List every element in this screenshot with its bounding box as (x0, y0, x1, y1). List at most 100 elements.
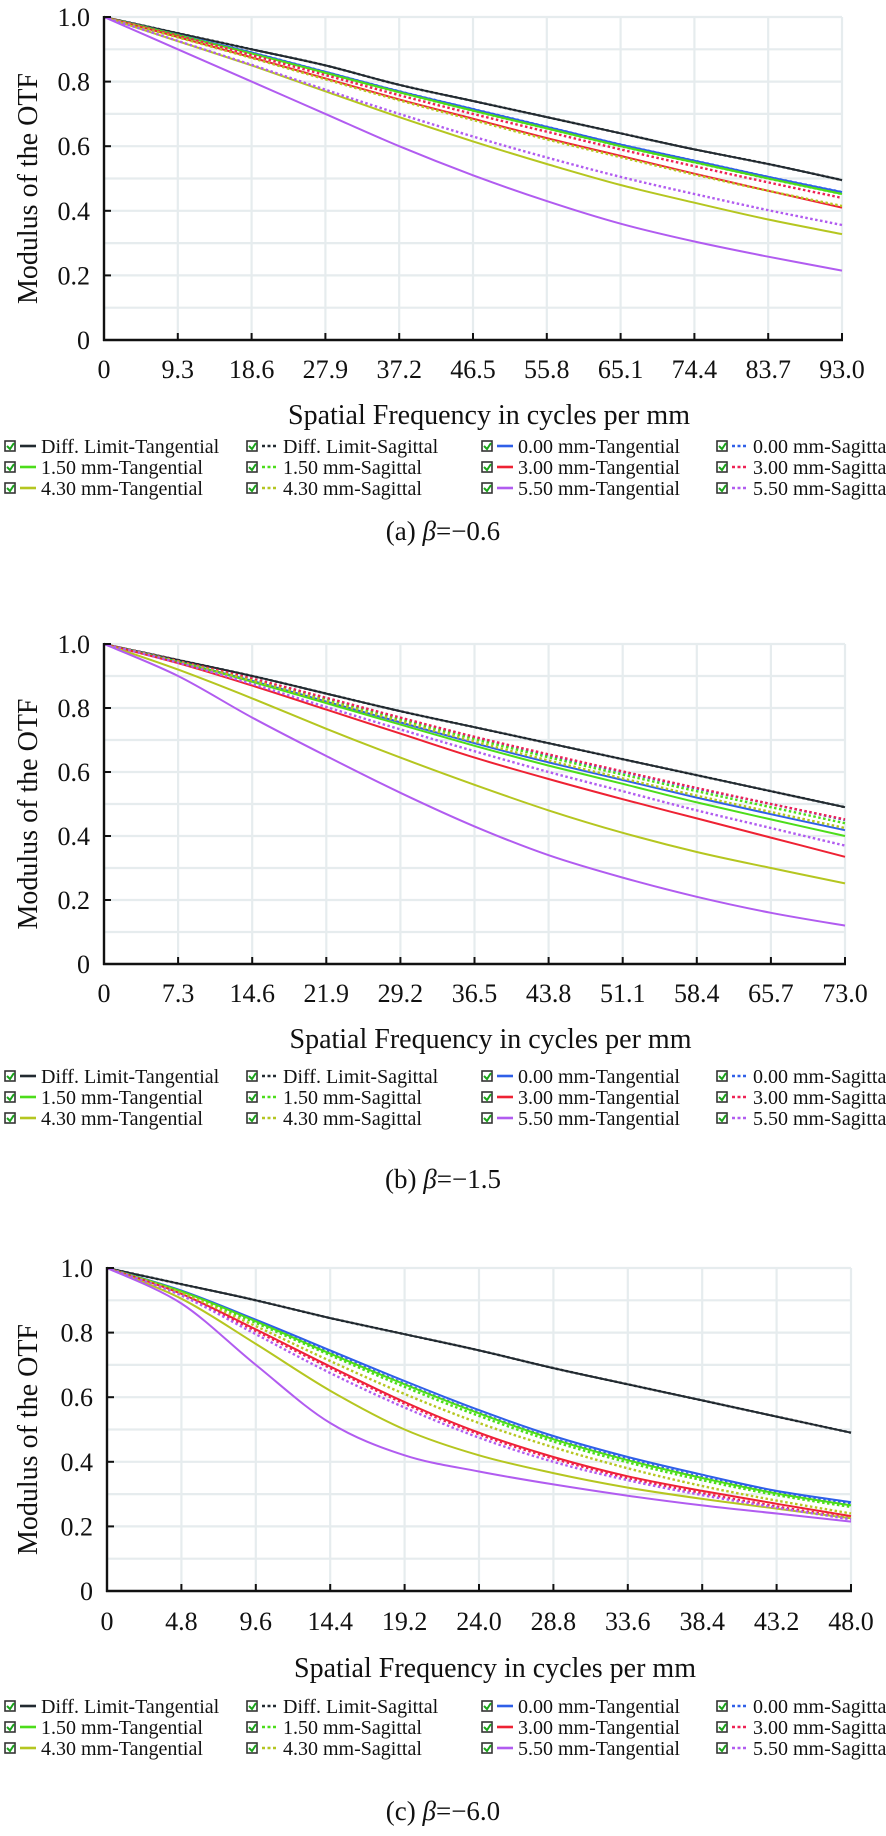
checkmark-icon (718, 484, 727, 493)
y-tick-label: 0.2 (58, 261, 91, 290)
legend-item: 1.50 mm-Sagittal (246, 1087, 422, 1109)
checkbox-icon (4, 1112, 16, 1124)
checkbox-icon (481, 1721, 493, 1733)
checkbox-icon (246, 461, 258, 473)
checkbox-icon (4, 1070, 16, 1082)
x-tick-label: 19.2 (382, 1607, 428, 1636)
series-line-3-00-mm-sagittal (103, 642, 846, 821)
series-line-5-50-mm-tangential (103, 16, 843, 272)
checkbox-icon (481, 1091, 493, 1103)
x-tick-label: 7.3 (162, 979, 195, 1008)
checkmark-icon (718, 1072, 727, 1081)
x-tick-label: 0 (98, 979, 111, 1008)
checkbox-icon (481, 1742, 493, 1754)
legend-item: 3.00 mm-Tangential (481, 1087, 680, 1109)
series-line-5-50-mm-tangential (103, 643, 846, 927)
checkbox-icon (716, 440, 728, 452)
x-tick-label: 24.0 (456, 1607, 502, 1636)
checkmark-icon (483, 484, 492, 493)
x-tick-label: 83.7 (745, 355, 791, 384)
x-tick-label: 55.8 (524, 355, 570, 384)
checkbox-icon (246, 1112, 258, 1124)
series-line-1-50-mm-sagittal (106, 1266, 852, 1509)
checkmark-icon (483, 442, 492, 451)
legend-item: 5.50 mm-Sagittal (716, 1108, 886, 1130)
checkbox-icon (246, 482, 258, 494)
caption-prefix: (a) (386, 516, 423, 546)
checkmark-icon (248, 1723, 257, 1732)
legend-label: 1.50 mm-Tangential (41, 1717, 203, 1739)
legend-item: 5.50 mm-Sagittal (716, 478, 886, 500)
series-line-3-00-mm-tangential (106, 1267, 852, 1518)
x-axis-label: Spatial Frequency in cycles per mm (288, 400, 690, 431)
x-tick-label: 51.1 (600, 979, 646, 1008)
x-tick-label: 58.4 (674, 979, 720, 1008)
legend-label: 1.50 mm-Sagittal (283, 1717, 422, 1739)
checkbox-icon (246, 1700, 258, 1712)
checkmark-icon (248, 1093, 257, 1102)
legend-item: 1.50 mm-Tangential (4, 1087, 203, 1109)
y-tick-label: 0.8 (58, 694, 91, 723)
y-tick-label: 0.2 (58, 886, 91, 915)
legend-label: 3.00 mm-Tangential (518, 457, 680, 479)
caption-value: =−6.0 (436, 1796, 500, 1826)
legend-label: 0.00 mm-Sagittal (753, 1696, 886, 1718)
y-tick-label: 0.6 (58, 132, 91, 161)
legend-item: Diff. Limit-Tangential (4, 1696, 220, 1718)
checkmark-icon (6, 1702, 15, 1711)
legend-label: 5.50 mm-Sagittal (753, 1108, 886, 1130)
y-tick-label: 0 (80, 1577, 93, 1606)
legend-item: 5.50 mm-Sagittal (716, 1738, 886, 1760)
checkmark-icon (483, 1744, 492, 1753)
legend: Diff. Limit-Tangential Diff. Limit-Sagitt… (4, 1066, 886, 1130)
legend-label: Diff. Limit-Tangential (41, 1066, 220, 1088)
legend-item: 4.30 mm-Sagittal (246, 1108, 422, 1130)
legend-item: Diff. Limit-Sagittal (246, 436, 439, 458)
legend-label: 3.00 mm-Sagittal (753, 1087, 886, 1109)
checkbox-icon (481, 461, 493, 473)
checkmark-icon (248, 1114, 257, 1123)
x-tick-label: 74.4 (672, 355, 718, 384)
x-tick-label: 14.4 (307, 1607, 353, 1636)
checkmark-icon (6, 1744, 15, 1753)
legend-label: Diff. Limit-Sagittal (283, 436, 439, 458)
checkbox-icon (716, 1070, 728, 1082)
series-line-3-00-mm-sagittal (106, 1266, 852, 1520)
checkbox-icon (4, 461, 16, 473)
x-tick-label: 33.6 (605, 1607, 651, 1636)
legend-item: 1.50 mm-Tangential (4, 457, 203, 479)
legend-label: 5.50 mm-Tangential (518, 1738, 680, 1760)
x-tick-label: 18.6 (229, 355, 275, 384)
x-tick-label: 14.6 (229, 979, 275, 1008)
x-tick-label: 21.9 (304, 979, 350, 1008)
series-line-1-50-mm-tangential (106, 1267, 852, 1507)
legend: Diff. Limit-Tangential Diff. Limit-Sagitt… (4, 1696, 886, 1760)
checkbox-icon (481, 482, 493, 494)
legend-item: 0.00 mm-Sagittal (716, 1066, 886, 1088)
checkbox-icon (246, 1070, 258, 1082)
legend-item: 4.30 mm-Tangential (4, 1738, 203, 1760)
checkmark-icon (248, 463, 257, 472)
legend-label: 4.30 mm-Sagittal (283, 1738, 422, 1760)
caption-prefix: (b) (385, 1164, 423, 1194)
series-line-3-00-mm-tangential (103, 643, 846, 858)
y-tick-label: 0.4 (58, 197, 91, 226)
x-tick-label: 43.2 (754, 1607, 800, 1636)
y-tick-label: 0.2 (61, 1512, 94, 1541)
legend-item: 3.00 mm-Tangential (481, 457, 680, 479)
legend-label: 1.50 mm-Sagittal (283, 457, 422, 479)
legend-item: 3.00 mm-Sagittal (716, 1717, 886, 1739)
chart-panel-c: 0 0.2 0.4 0.6 0.8 1.0 0 4.8 9.6 14.4 19.2 24.0 28.8 3… (4, 1254, 886, 1826)
legend-label: 0.00 mm-Tangential (518, 1066, 680, 1088)
checkmark-icon (248, 1072, 257, 1081)
legend-label: 5.50 mm-Sagittal (753, 1738, 886, 1760)
legend-label: 5.50 mm-Tangential (518, 1108, 680, 1130)
checkbox-icon (246, 440, 258, 452)
chart-panel-a: 0 0.2 0.4 0.6 0.8 1.0 0 9.3 18.6 27.9 37.2 46.5 55.8… (4, 3, 886, 546)
checkmark-icon (6, 442, 15, 451)
legend-label: 1.50 mm-Tangential (41, 457, 203, 479)
checkmark-icon (6, 484, 15, 493)
legend-label: 4.30 mm-Tangential (41, 1738, 203, 1760)
checkbox-icon (4, 1721, 16, 1733)
